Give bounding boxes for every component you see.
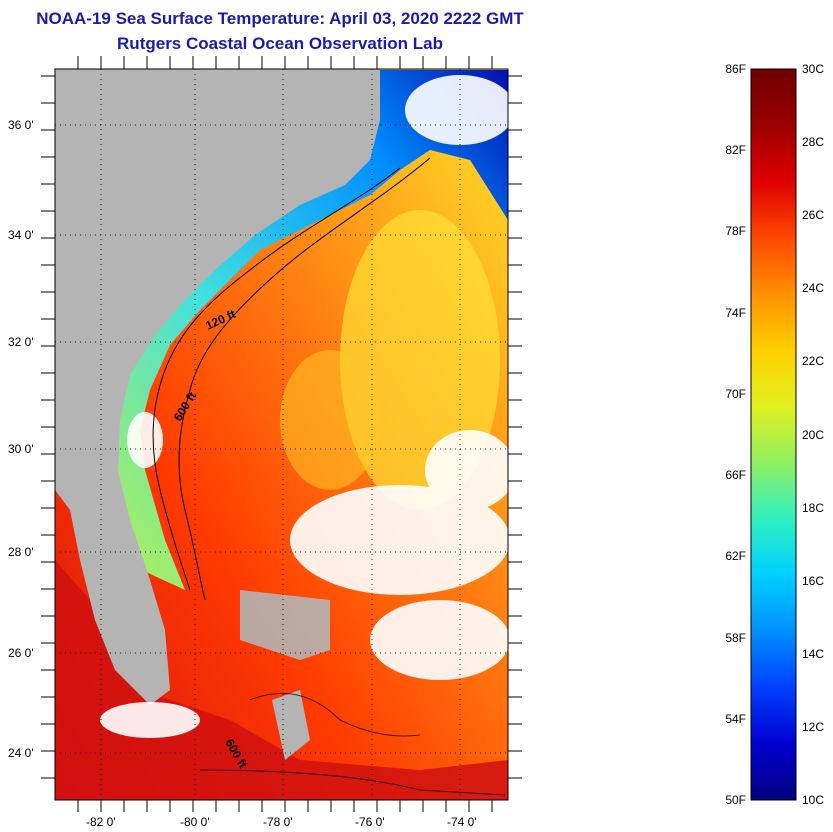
colorbar-label-f: 86F [725, 62, 746, 76]
longitude-labels: -82 0' -80 0' -78 0' -76 0' -74 0' [86, 815, 477, 829]
colorbar-label-f: 58F [725, 630, 746, 645]
colorbar-label-f: 82F [725, 143, 746, 158]
colorbar-label-c: 14C [802, 646, 825, 661]
map-subtitle: Rutgers Coastal Ocean Observation Lab [117, 34, 443, 53]
bahamas-land [240, 590, 330, 660]
lon-label: -78 0' [263, 815, 293, 829]
axis-ticks [41, 56, 522, 812]
contour-600ft [178, 157, 431, 601]
colorbar-label-f: 62F [725, 549, 746, 564]
lat-label: 26 0' [8, 646, 34, 660]
lon-label: -80 0' [180, 815, 210, 829]
colorbar-label-c: 30C [802, 62, 825, 76]
colorbar-label-c: 12C [802, 719, 825, 734]
lat-label: 34 0' [8, 228, 34, 242]
colorbar-label-c: 24C [802, 281, 825, 296]
latitude-labels: 36 0' 34 0' 32 0' 30 0' 28 0' 26 0' 24 0… [8, 118, 34, 760]
lat-label: 36 0' [8, 118, 34, 132]
colorbar-label-c: 28C [802, 135, 825, 150]
lon-label: -74 0' [447, 815, 477, 829]
colorbar-label-f: 66F [725, 468, 746, 483]
lat-label: 28 0' [8, 545, 34, 559]
colorbar-label-c: 20C [802, 427, 825, 442]
colorbar-label-f: 74F [725, 305, 746, 320]
map-frame [54, 68, 509, 801]
lat-label: 24 0' [8, 746, 34, 760]
colorbar [750, 68, 797, 801]
colorbar-label-c: 16C [802, 573, 825, 588]
colorbar-label-f: 70F [725, 386, 746, 401]
warm-gulf-stream [55, 560, 508, 800]
lat-label: 32 0' [8, 335, 34, 349]
colorbar-label-c: 18C [802, 500, 825, 515]
map-title: NOAA-19 Sea Surface Temperature: April 0… [36, 9, 524, 28]
colorbar-label-f: 50F [725, 793, 746, 807]
lat-lon-grid [55, 69, 508, 800]
lon-label: -82 0' [86, 815, 116, 829]
colorbar-label-c: 26C [802, 208, 825, 223]
colorbar-label-c: 10C [802, 793, 825, 807]
colorbar-label-f: 78F [725, 224, 746, 239]
contour-120ft [152, 167, 401, 591]
lat-label: 30 0' [8, 442, 34, 456]
lon-label: -76 0' [355, 815, 385, 829]
island-land [272, 690, 310, 760]
land-mass [55, 69, 380, 705]
colorbar-label-c: 22C [802, 354, 825, 369]
colorbar-label-f: 54F [725, 711, 746, 726]
